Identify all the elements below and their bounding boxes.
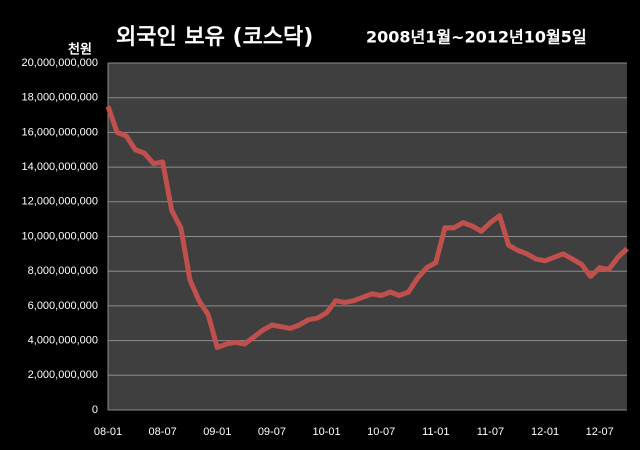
y-tick-label: 0 <box>92 404 98 416</box>
y-tick-label: 4,000,000,000 <box>28 335 98 347</box>
x-tick-label: 12-07 <box>586 426 614 438</box>
y-tick-label: 6,000,000,000 <box>28 300 98 312</box>
chart-title: 외국인 보유 (코스닥) <box>116 25 313 50</box>
y-axis-label: 천원 <box>68 43 92 58</box>
y-tick-label: 14,000,000,000 <box>22 161 98 173</box>
y-tick-label: 16,000,000,000 <box>22 126 98 138</box>
x-tick-label: 11-01 <box>422 426 449 438</box>
y-tick-label: 12,000,000,000 <box>22 196 98 208</box>
y-tick-label: 20,000,000,000 <box>22 57 98 69</box>
x-tick-label: 10-07 <box>367 426 395 438</box>
y-tick-label: 2,000,000,000 <box>28 369 98 381</box>
x-tick-label: 08-07 <box>149 426 177 438</box>
x-tick-label: 11-07 <box>477 426 504 438</box>
chart-subtitle: 2008년1월~2012년10월5일 <box>366 28 587 47</box>
x-tick-label: 09-01 <box>203 426 231 438</box>
x-tick-label: 08-01 <box>94 426 122 438</box>
x-tick-label: 09-07 <box>258 426 286 438</box>
data-line <box>105 105 629 351</box>
y-tick-label: 8,000,000,000 <box>28 265 98 277</box>
x-tick-label: 10-01 <box>312 426 340 438</box>
y-tick-label: 10,000,000,000 <box>22 230 98 242</box>
y-tick-label: 18,000,000,000 <box>22 92 98 104</box>
x-tick-label: 12-01 <box>531 426 559 438</box>
